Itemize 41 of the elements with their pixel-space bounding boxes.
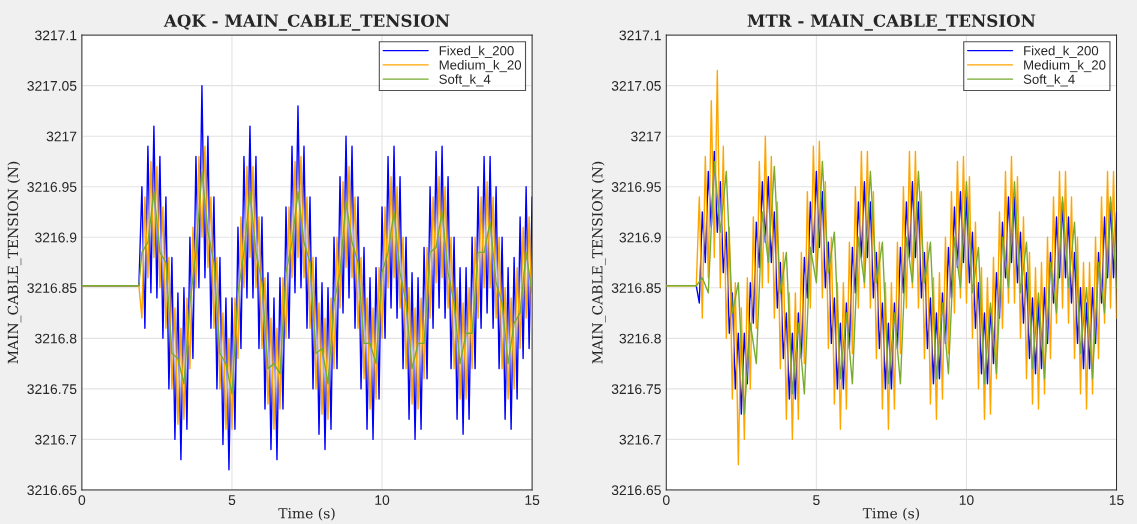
legend-label: Soft_k_4 bbox=[1023, 74, 1075, 87]
y-tick-label: 3216.65 bbox=[611, 485, 661, 496]
y-tick-label: 3216.85 bbox=[611, 283, 661, 293]
y-tick-label: 3216.95 bbox=[27, 182, 77, 192]
x-tick-label: 15 bbox=[525, 495, 540, 505]
line-series bbox=[81, 170, 533, 395]
x-tick-label: 0 bbox=[662, 495, 670, 505]
y-tick-label: 3216.95 bbox=[611, 182, 661, 192]
x-axis-title: Time (s) bbox=[278, 507, 335, 521]
x-axis-title: Time (s) bbox=[862, 507, 920, 521]
y-tick-label: 3217 bbox=[631, 131, 661, 142]
y-axis-title: MAIN_CABLE_TENSION (N) bbox=[591, 161, 606, 364]
x-tick-label: 5 bbox=[813, 495, 820, 505]
x-tick-label: 15 bbox=[1109, 495, 1124, 505]
y-tick-label: 3217.05 bbox=[27, 80, 77, 91]
x-tick-label: 5 bbox=[228, 495, 236, 505]
y-tick-label: 3216.65 bbox=[27, 485, 77, 496]
y-tick-label: 3216.7 bbox=[35, 434, 77, 445]
legend-label: Fixed_k_200 bbox=[439, 45, 514, 58]
y-tick-label: 3216.85 bbox=[27, 283, 77, 293]
y-tick-label: 3216.7 bbox=[619, 434, 661, 445]
legend-label: Medium_k_20 bbox=[1024, 59, 1106, 73]
x-tick-label: 0 bbox=[78, 495, 86, 505]
y-tick-label: 3216.8 bbox=[619, 333, 661, 344]
y-tick-label: 3217.1 bbox=[619, 30, 661, 41]
y-tick-label: 3216.9 bbox=[35, 232, 77, 243]
y-tick-label: 3217.05 bbox=[611, 80, 661, 91]
y-tick-label: 3216.9 bbox=[619, 232, 661, 243]
y-tick-label: 3217 bbox=[46, 131, 77, 142]
legend-label: Medium_k_20 bbox=[439, 59, 522, 73]
y-tick-label: 3217.1 bbox=[35, 30, 77, 41]
x-tick-label: 10 bbox=[959, 495, 974, 505]
y-axis-title: MAIN_CABLE_TENSION (N) bbox=[7, 161, 22, 364]
legend-label: Fixed_k_200 bbox=[1024, 45, 1099, 58]
y-tick-label: 3216.75 bbox=[27, 384, 77, 395]
legend-label: Soft_k_4 bbox=[439, 74, 491, 87]
x-tick-label: 10 bbox=[375, 495, 390, 505]
chart-title: AQK - MAIN_CABLE_TENSION bbox=[163, 14, 450, 31]
y-tick-label: 3216.8 bbox=[35, 333, 77, 344]
chart-title: MTR - MAIN_CABLE_TENSION bbox=[747, 14, 1036, 31]
y-tick-label: 3216.75 bbox=[611, 384, 661, 395]
